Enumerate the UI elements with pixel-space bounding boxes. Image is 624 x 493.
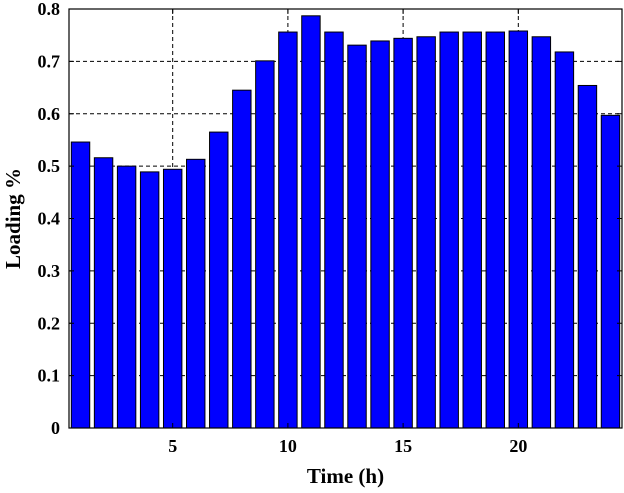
axis-ticks: 0 0.1 0.2 0.3 0.4 0.5 0.6 0.7 0.8 5 10 15 20 xyxy=(38,0,622,456)
bar-hour-8 xyxy=(232,89,252,428)
bar-hour-19 xyxy=(485,31,505,428)
bar-hour-15 xyxy=(393,37,413,428)
bar-hour-1 xyxy=(70,141,91,428)
bar-hour-14 xyxy=(370,40,390,428)
bar-hour-9 xyxy=(255,60,275,428)
bar-hour-3 xyxy=(116,165,137,428)
y-tick-label: 0.1 xyxy=(38,366,61,386)
grid-lines xyxy=(69,9,622,428)
bar-hour-16 xyxy=(416,36,436,428)
bar-hour-17 xyxy=(439,31,459,428)
bar-hour-2 xyxy=(93,157,114,428)
bar-hour-22 xyxy=(554,51,575,428)
bar-hour-4 xyxy=(139,171,160,428)
bar-hour-5 xyxy=(162,168,183,428)
y-axis-title: Loading % xyxy=(1,168,25,269)
bar-hour-24 xyxy=(600,114,621,428)
bar-hour-20 xyxy=(508,30,529,428)
x-tick-label: 5 xyxy=(168,436,177,456)
bar-hour-7 xyxy=(209,131,229,428)
bar-hour-6 xyxy=(186,158,206,428)
x-axis-title: Time (h) xyxy=(307,464,384,488)
y-tick-label: 0.3 xyxy=(38,261,61,281)
y-tick-label: 0 xyxy=(51,418,60,438)
bars xyxy=(70,15,621,428)
bar-hour-21 xyxy=(531,36,552,428)
bar-hour-11 xyxy=(301,15,321,428)
bar-hour-12 xyxy=(324,31,344,428)
y-tick-label: 0.6 xyxy=(38,104,61,124)
bar-hour-18 xyxy=(462,31,482,428)
y-tick-label: 0.4 xyxy=(38,209,61,229)
x-tick-label: 10 xyxy=(279,436,297,456)
bar-hour-23 xyxy=(577,84,598,428)
y-tick-label: 0.7 xyxy=(38,51,61,71)
x-tick-label: 20 xyxy=(509,436,527,456)
x-tick-label: 15 xyxy=(394,436,412,456)
y-tick-label: 0.5 xyxy=(38,156,61,176)
y-tick-label: 0.8 xyxy=(38,0,61,19)
bar-hour-13 xyxy=(347,44,367,428)
y-tick-label: 0.2 xyxy=(38,313,61,333)
bar-hour-10 xyxy=(278,31,298,428)
